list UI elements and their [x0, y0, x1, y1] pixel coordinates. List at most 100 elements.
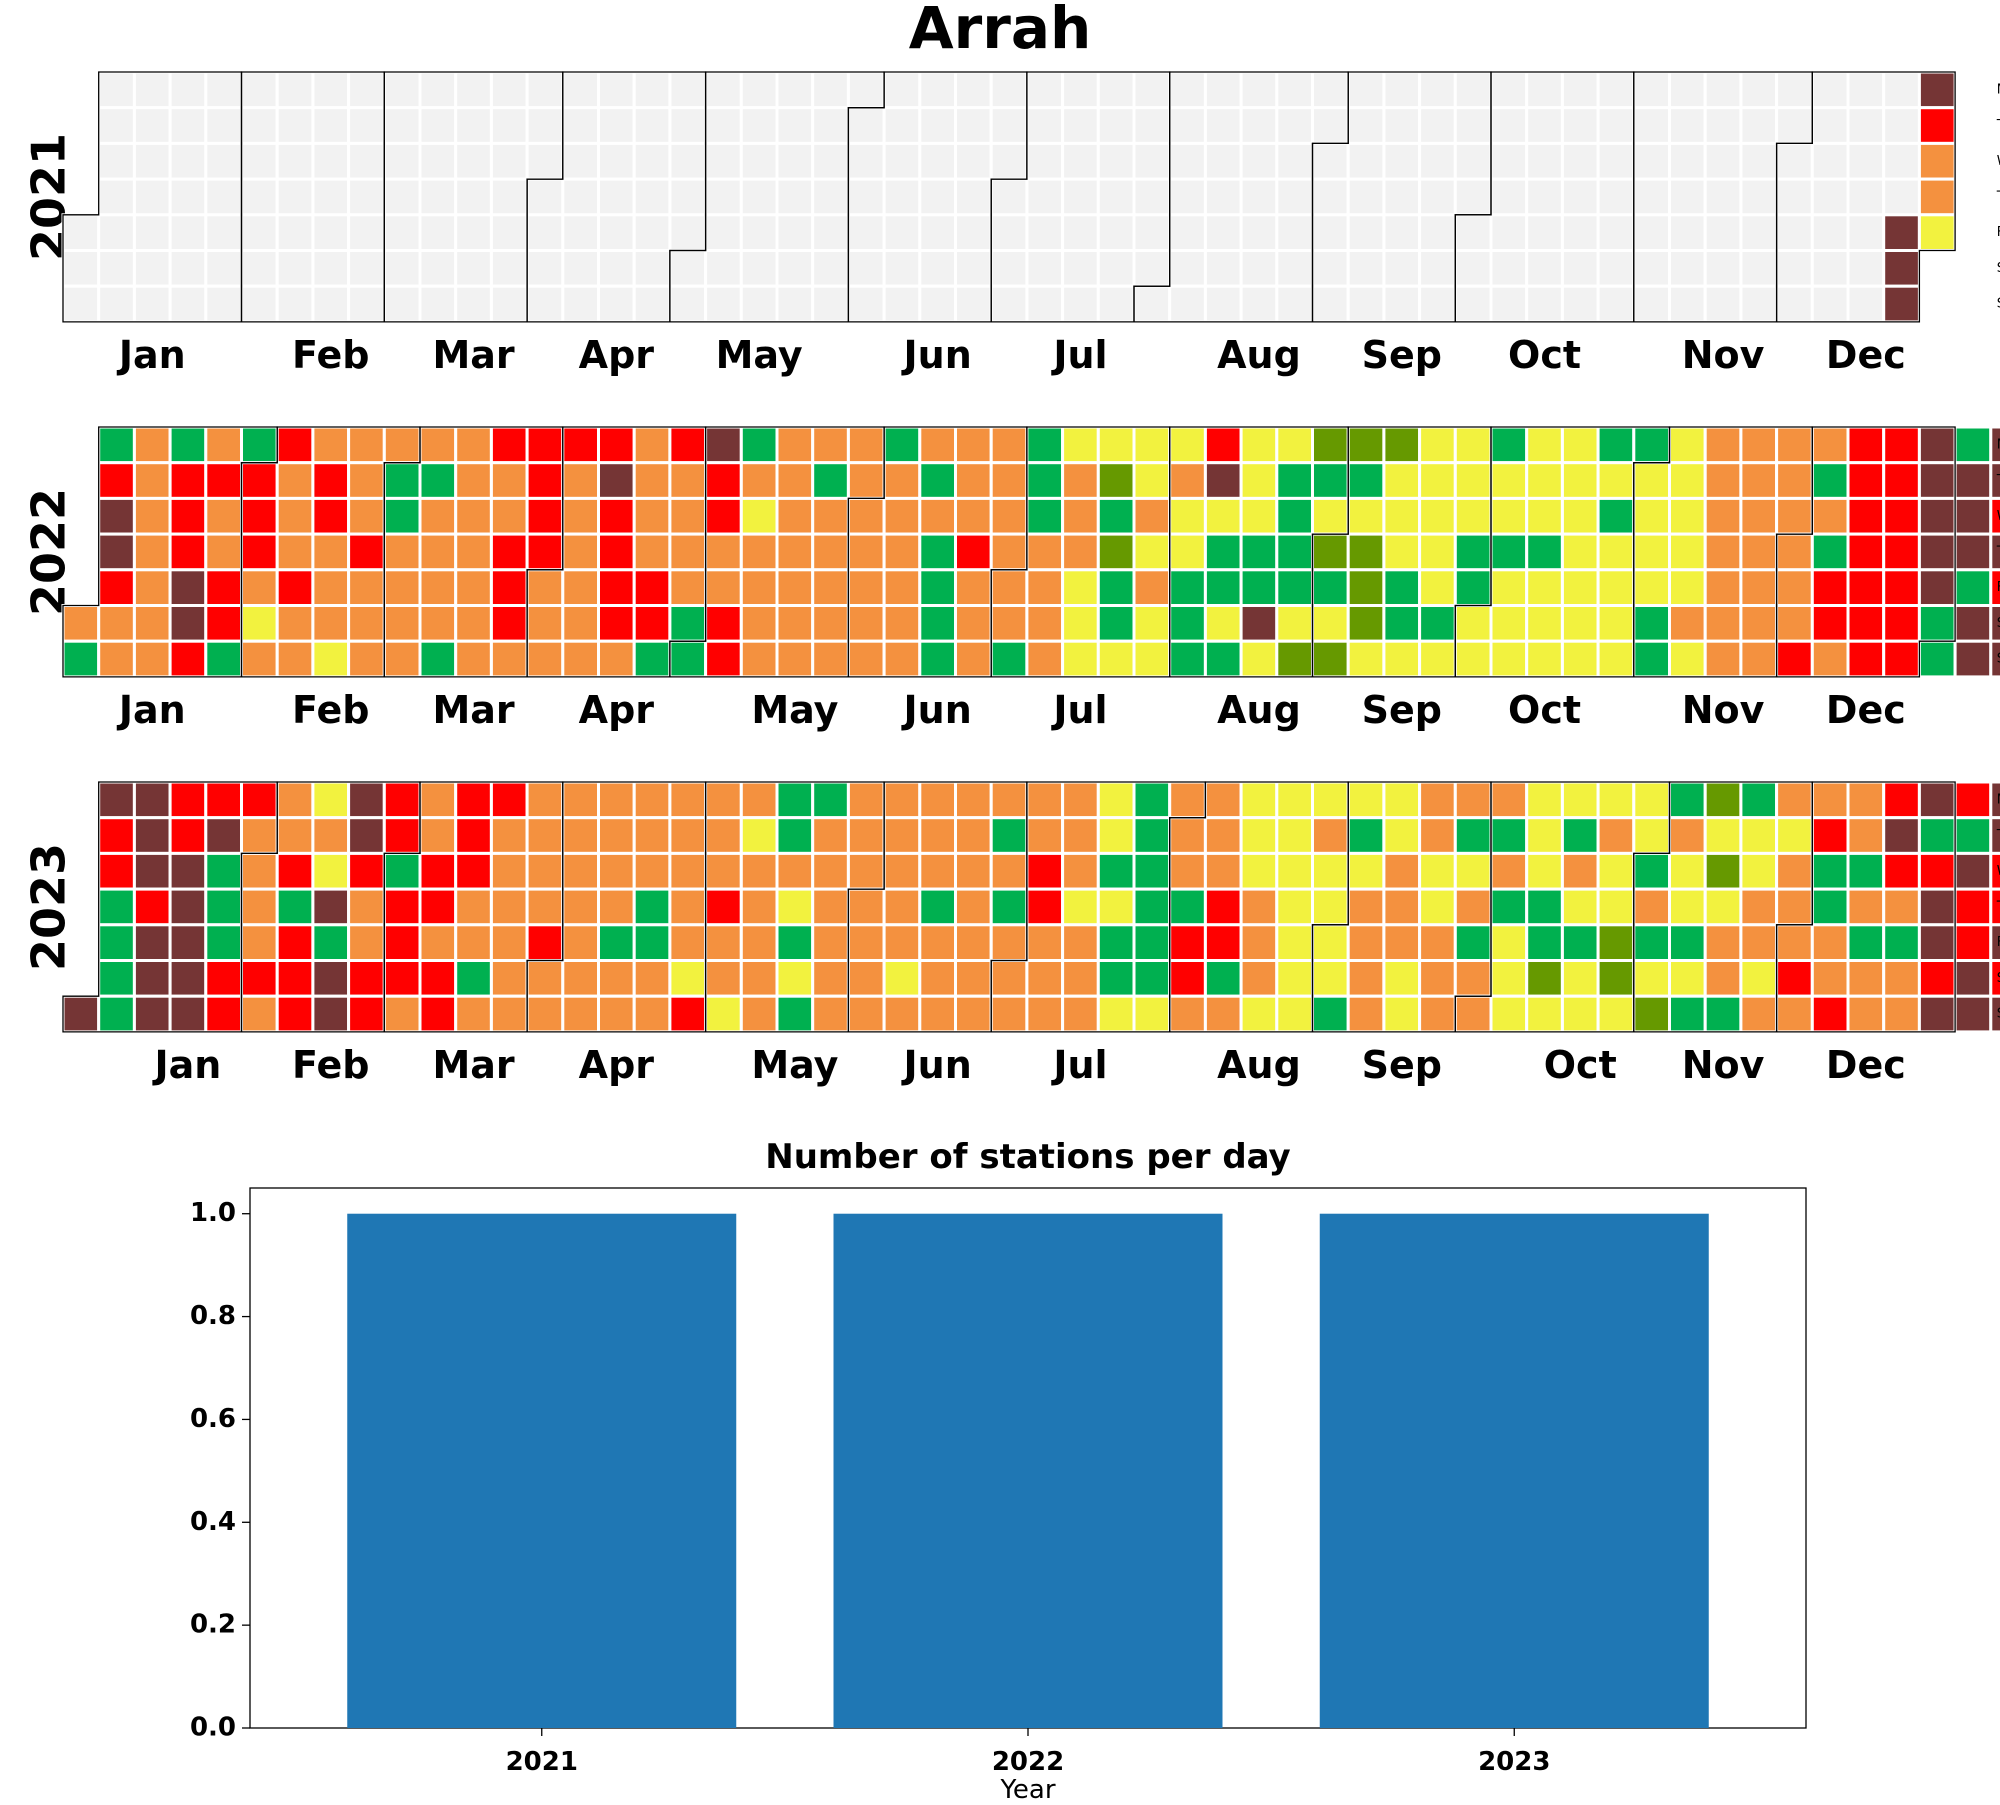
day-cell	[813, 534, 849, 570]
day-cell	[1562, 108, 1598, 144]
day-cell	[848, 179, 884, 215]
day-cell	[456, 143, 492, 179]
day-cell	[1562, 498, 1598, 534]
day-cell	[1598, 498, 1634, 534]
day-cell	[1170, 818, 1206, 854]
day-cell	[634, 996, 670, 1032]
day-cell	[991, 925, 1027, 961]
day-cell	[242, 534, 278, 570]
day-cell	[991, 215, 1027, 251]
day-cell	[206, 179, 242, 215]
day-cell	[491, 251, 527, 287]
day-cell	[1098, 286, 1134, 322]
day-cell	[1598, 889, 1634, 925]
day-cell	[599, 853, 635, 889]
day-cell	[1098, 463, 1134, 499]
day-cell	[1170, 534, 1206, 570]
day-cell	[670, 179, 706, 215]
day-cell	[920, 251, 956, 287]
day-cell	[1313, 463, 1349, 499]
day-cell	[384, 463, 420, 499]
day-cell	[1848, 782, 1884, 818]
day-cell	[1741, 534, 1777, 570]
day-cell	[1420, 889, 1456, 925]
day-cell	[1027, 853, 1063, 889]
day-cell	[99, 818, 135, 854]
day-cell	[1384, 143, 1420, 179]
day-cell	[1420, 498, 1456, 534]
day-cell	[1527, 961, 1563, 997]
day-cell	[1455, 570, 1491, 606]
day-cell	[1384, 179, 1420, 215]
day-cell	[1919, 215, 1955, 251]
day-cell	[1348, 108, 1384, 144]
day-cell	[884, 143, 920, 179]
day-cell	[1027, 463, 1063, 499]
day-cell	[1741, 427, 1777, 463]
day-cell	[1705, 853, 1741, 889]
day-cell	[1134, 286, 1170, 322]
day-cell	[1741, 498, 1777, 534]
day-cell	[670, 72, 706, 108]
day-cell	[1705, 606, 1741, 642]
month-tick-label: Apr	[579, 688, 655, 732]
day-cell	[1420, 818, 1456, 854]
day-cell	[1634, 996, 1670, 1032]
day-cell	[1777, 818, 1813, 854]
day-cell	[1562, 889, 1598, 925]
day-cell	[1705, 818, 1741, 854]
day-cell	[170, 215, 206, 251]
day-cell	[1027, 286, 1063, 322]
day-cell	[1562, 570, 1598, 606]
day-cell	[1884, 143, 1920, 179]
day-cell	[956, 570, 992, 606]
day-cell	[1455, 996, 1491, 1032]
day-cell	[1812, 606, 1848, 642]
day-cell	[1812, 996, 1848, 1032]
day-cell	[1634, 498, 1670, 534]
day-cell	[1527, 427, 1563, 463]
day-cell	[420, 925, 456, 961]
day-cell	[599, 641, 635, 677]
day-cell	[1063, 498, 1099, 534]
day-cell	[1134, 463, 1170, 499]
day-cell	[1420, 108, 1456, 144]
day-cell	[920, 606, 956, 642]
day-cell	[1455, 498, 1491, 534]
day-cell	[1277, 782, 1313, 818]
day-cell	[1848, 143, 1884, 179]
day-cell	[1777, 853, 1813, 889]
day-cell	[1741, 215, 1777, 251]
day-cell	[848, 498, 884, 534]
day-cell	[884, 925, 920, 961]
day-cell	[991, 463, 1027, 499]
day-cell	[741, 570, 777, 606]
day-cell	[99, 251, 135, 287]
day-cell	[99, 286, 135, 322]
day-cell	[1527, 853, 1563, 889]
day-cell	[1777, 179, 1813, 215]
day-cell	[563, 286, 599, 322]
day-cell	[1848, 215, 1884, 251]
day-cell	[1848, 534, 1884, 570]
day-cell	[1455, 782, 1491, 818]
day-cell	[349, 961, 385, 997]
day-cell	[920, 925, 956, 961]
day-cell	[1598, 641, 1634, 677]
day-cell	[777, 72, 813, 108]
day-cell	[313, 251, 349, 287]
day-cell	[1313, 853, 1349, 889]
day-cell	[527, 606, 563, 642]
day-cell	[741, 427, 777, 463]
day-cell	[63, 996, 99, 1032]
day-cell	[1741, 606, 1777, 642]
day-cell	[349, 215, 385, 251]
day-cell	[1562, 179, 1598, 215]
day-cell	[634, 251, 670, 287]
day-cell	[170, 818, 206, 854]
day-cell	[563, 606, 599, 642]
day-cell	[848, 143, 884, 179]
day-cell	[1063, 961, 1099, 997]
day-cell	[1134, 143, 1170, 179]
